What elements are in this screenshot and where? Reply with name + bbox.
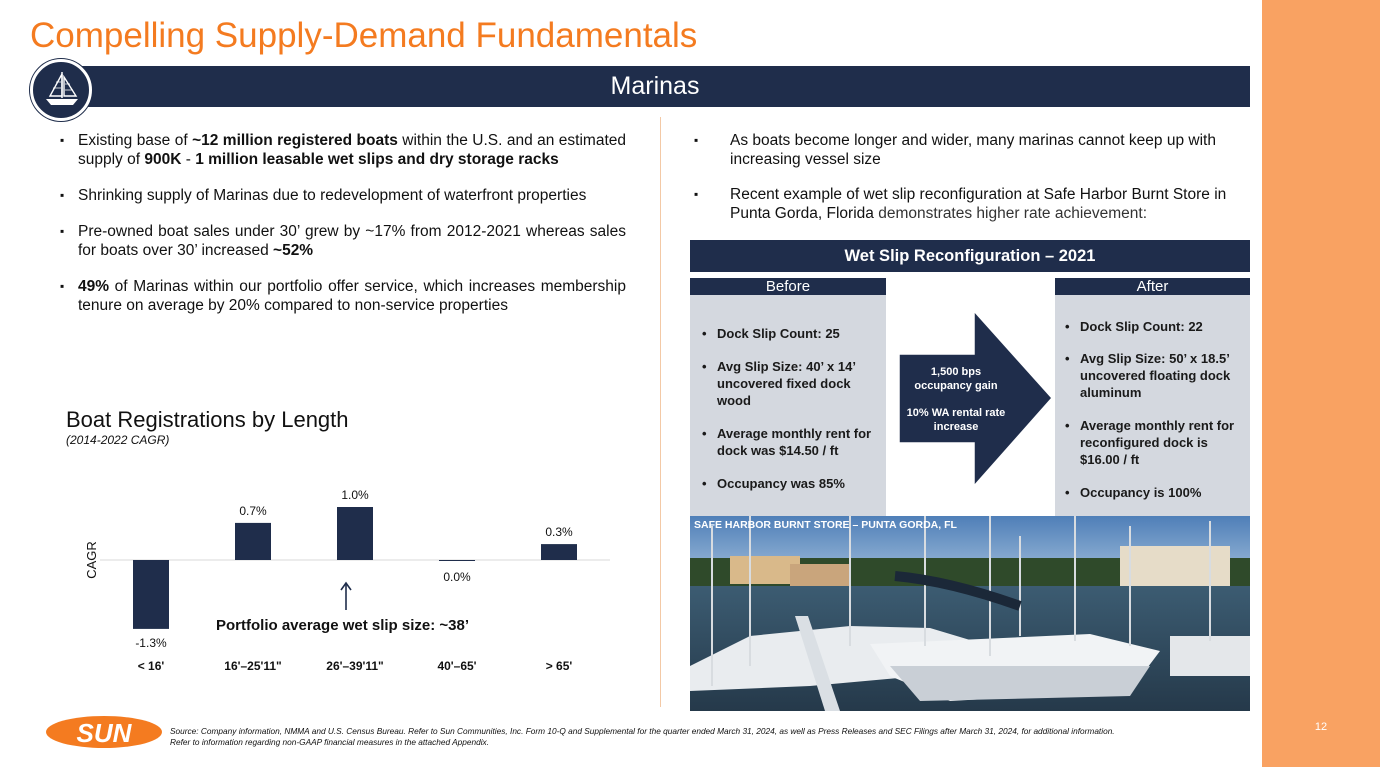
sun-logo: SUN bbox=[46, 716, 162, 748]
chart-bar bbox=[133, 560, 169, 629]
after-list: Dock Slip Count: 22 Avg Slip Size: 50’ x… bbox=[1063, 318, 1249, 501]
chart-bar bbox=[439, 560, 475, 561]
data-label: 0.3% bbox=[545, 525, 573, 539]
arrow-right-icon bbox=[898, 310, 1054, 488]
chart-title: Boat Registrations by Length bbox=[66, 407, 349, 432]
sailboat-icon bbox=[46, 72, 78, 105]
rental-increase-text: 10% WA rental rate increase bbox=[906, 407, 1006, 433]
x-tick-label: 40'–65' bbox=[437, 659, 476, 673]
logo-text: SUN bbox=[77, 718, 133, 748]
before-list: Dock Slip Count: 25 Avg Slip Size: 40’ x… bbox=[700, 325, 882, 492]
list-item: As boats become longer and wider, many m… bbox=[694, 131, 1250, 169]
before-label: Before bbox=[690, 278, 886, 295]
chart-bar bbox=[235, 522, 271, 560]
portfolio-callout: Portfolio average wet slip size: ~38’ bbox=[216, 617, 470, 634]
list-item: Avg Slip Size: 40’ x 14’ uncovered fixed… bbox=[700, 358, 882, 409]
x-tick-label: 16'–25'11" bbox=[224, 659, 281, 673]
boat-registrations-chart: CAGR -1.3% < 16' 0.7% 16'–25'11" 1.0% 26'–39'1… bbox=[84, 488, 610, 673]
data-label: 1.0% bbox=[341, 488, 369, 502]
list-item: Average monthly rent for dock was $14.50… bbox=[700, 425, 882, 459]
list-item: Average monthly rent for reconfigured do… bbox=[1063, 417, 1249, 468]
left-bullet-list: Existing base of ~12 million registered … bbox=[60, 131, 626, 332]
section-banner-label: Marinas bbox=[610, 72, 700, 100]
chart-subtitle: (2014-2022 CAGR) bbox=[66, 433, 170, 447]
sailboat-badge bbox=[30, 59, 92, 121]
side-accent-strip bbox=[1262, 0, 1380, 767]
list-item: Recent example of wet slip reconfigurati… bbox=[694, 185, 1250, 223]
marina-photo bbox=[690, 516, 1250, 711]
section-banner: Marinas bbox=[60, 66, 1250, 107]
list-item: Existing base of ~12 million registered … bbox=[60, 131, 626, 169]
list-item: Avg Slip Size: 50’ x 18.5’ uncovered flo… bbox=[1063, 350, 1249, 401]
source-footnote: Source: Company information, NMMA and U.… bbox=[170, 726, 1115, 747]
list-item: Dock Slip Count: 25 bbox=[700, 325, 882, 342]
list-item: Occupancy is 100% bbox=[1063, 484, 1249, 501]
list-item: Shrinking supply of Marinas due to redev… bbox=[60, 186, 626, 205]
after-label: After bbox=[1055, 278, 1250, 295]
occupancy-gain-text: 1,500 bps occupancy gain bbox=[914, 366, 998, 392]
before-panel: Dock Slip Count: 25 Avg Slip Size: 40’ x… bbox=[690, 278, 886, 516]
arrow-up-icon bbox=[340, 581, 352, 610]
data-label: 0.0% bbox=[443, 570, 471, 584]
x-tick-label: > 65' bbox=[546, 659, 573, 673]
data-label: 0.7% bbox=[239, 504, 267, 518]
right-bullet-list: As boats become longer and wider, many m… bbox=[694, 131, 1250, 239]
data-label: -1.3% bbox=[135, 636, 167, 650]
x-tick-label: < 16' bbox=[138, 659, 165, 673]
list-item: Dock Slip Count: 22 bbox=[1063, 318, 1249, 335]
chart-bar bbox=[337, 507, 373, 560]
list-item: Pre-owned boat sales under 30’ grew by ~… bbox=[60, 222, 626, 260]
page-number: 12 bbox=[1314, 721, 1328, 733]
chart-bar bbox=[541, 544, 577, 560]
y-axis-label: CAGR bbox=[84, 541, 99, 579]
list-item: Occupancy was 85% bbox=[700, 475, 882, 492]
photo-caption: SAFE HARBOR BURNT STORE – PUNTA GORDA, F… bbox=[694, 519, 957, 531]
x-tick-label: 26'–39'11" bbox=[326, 659, 383, 673]
wet-slip-header: Wet Slip Reconfiguration – 2021 bbox=[690, 240, 1250, 272]
page-title: Compelling Supply-Demand Fundamentals bbox=[30, 16, 698, 55]
column-divider bbox=[660, 117, 661, 707]
list-item: 49% of Marinas within our portfolio offe… bbox=[60, 277, 626, 315]
after-panel: Dock Slip Count: 22 Avg Slip Size: 50’ x… bbox=[1055, 278, 1250, 516]
